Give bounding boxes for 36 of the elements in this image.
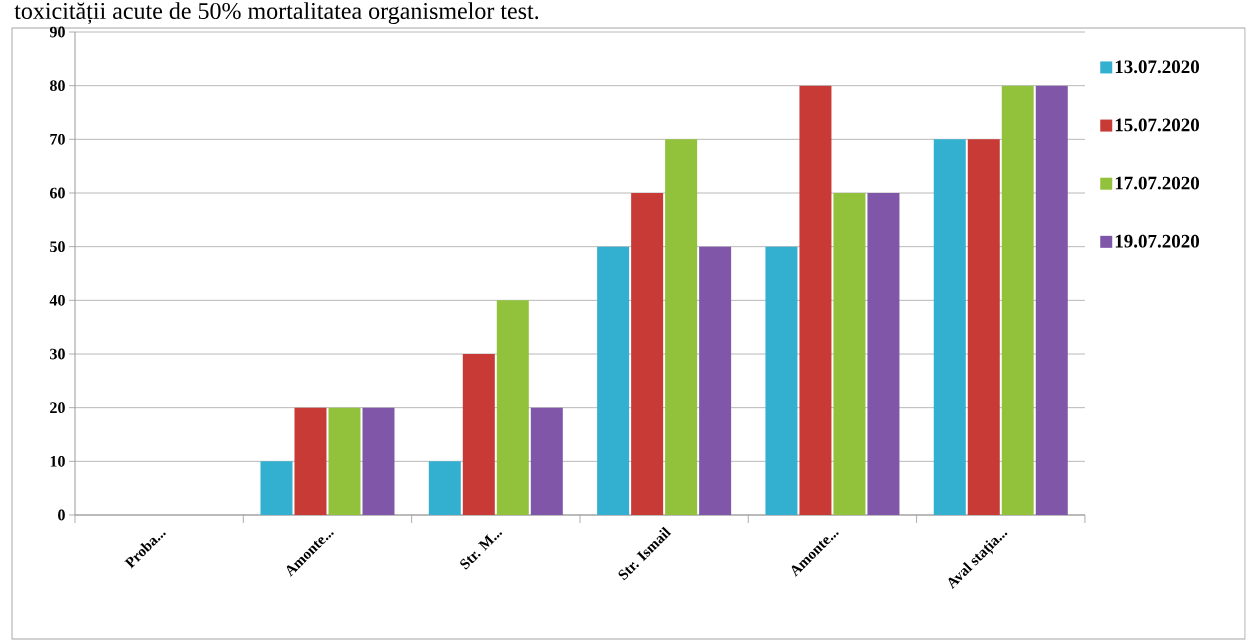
bar xyxy=(530,407,563,515)
bar xyxy=(699,246,732,515)
bar xyxy=(867,193,900,515)
bar xyxy=(496,300,529,515)
bar xyxy=(967,139,1000,515)
bar xyxy=(631,193,664,515)
y-tick-label: 80 xyxy=(50,80,65,92)
bar xyxy=(1035,85,1068,515)
bar xyxy=(933,139,966,515)
legend-label: 19.07.2020 xyxy=(1115,234,1200,248)
legend-label: 17.07.2020 xyxy=(1115,176,1200,190)
bar xyxy=(462,354,495,515)
y-tick-label: 40 xyxy=(49,294,65,306)
bar xyxy=(765,246,798,515)
y-tick-label: 90 xyxy=(49,26,65,38)
bar xyxy=(428,461,461,515)
bar xyxy=(799,85,832,515)
bar xyxy=(294,407,327,515)
bar xyxy=(833,193,866,515)
bar xyxy=(597,246,630,515)
bar xyxy=(665,139,698,515)
bar xyxy=(328,407,361,515)
text: toxicității acute de 50% mortalitatea organismelor test. xyxy=(14,2,539,25)
bar xyxy=(1001,85,1034,515)
y-tick-label: 60 xyxy=(50,187,65,199)
y-tick-label: 70 xyxy=(50,133,65,145)
y-tick-label: 30 xyxy=(50,348,65,360)
legend-label: 15.07.2020 xyxy=(1115,118,1200,132)
bar xyxy=(260,461,293,515)
y-tick-label: 50 xyxy=(50,241,65,253)
x-tick-label: Str. M... xyxy=(460,532,502,570)
bar xyxy=(362,407,395,515)
y-tick-label: 0 xyxy=(58,509,65,521)
y-tick-label: 10 xyxy=(50,455,65,467)
legend-label: 13.07.2020 xyxy=(1115,60,1200,74)
y-tick-label: 20 xyxy=(50,402,65,414)
